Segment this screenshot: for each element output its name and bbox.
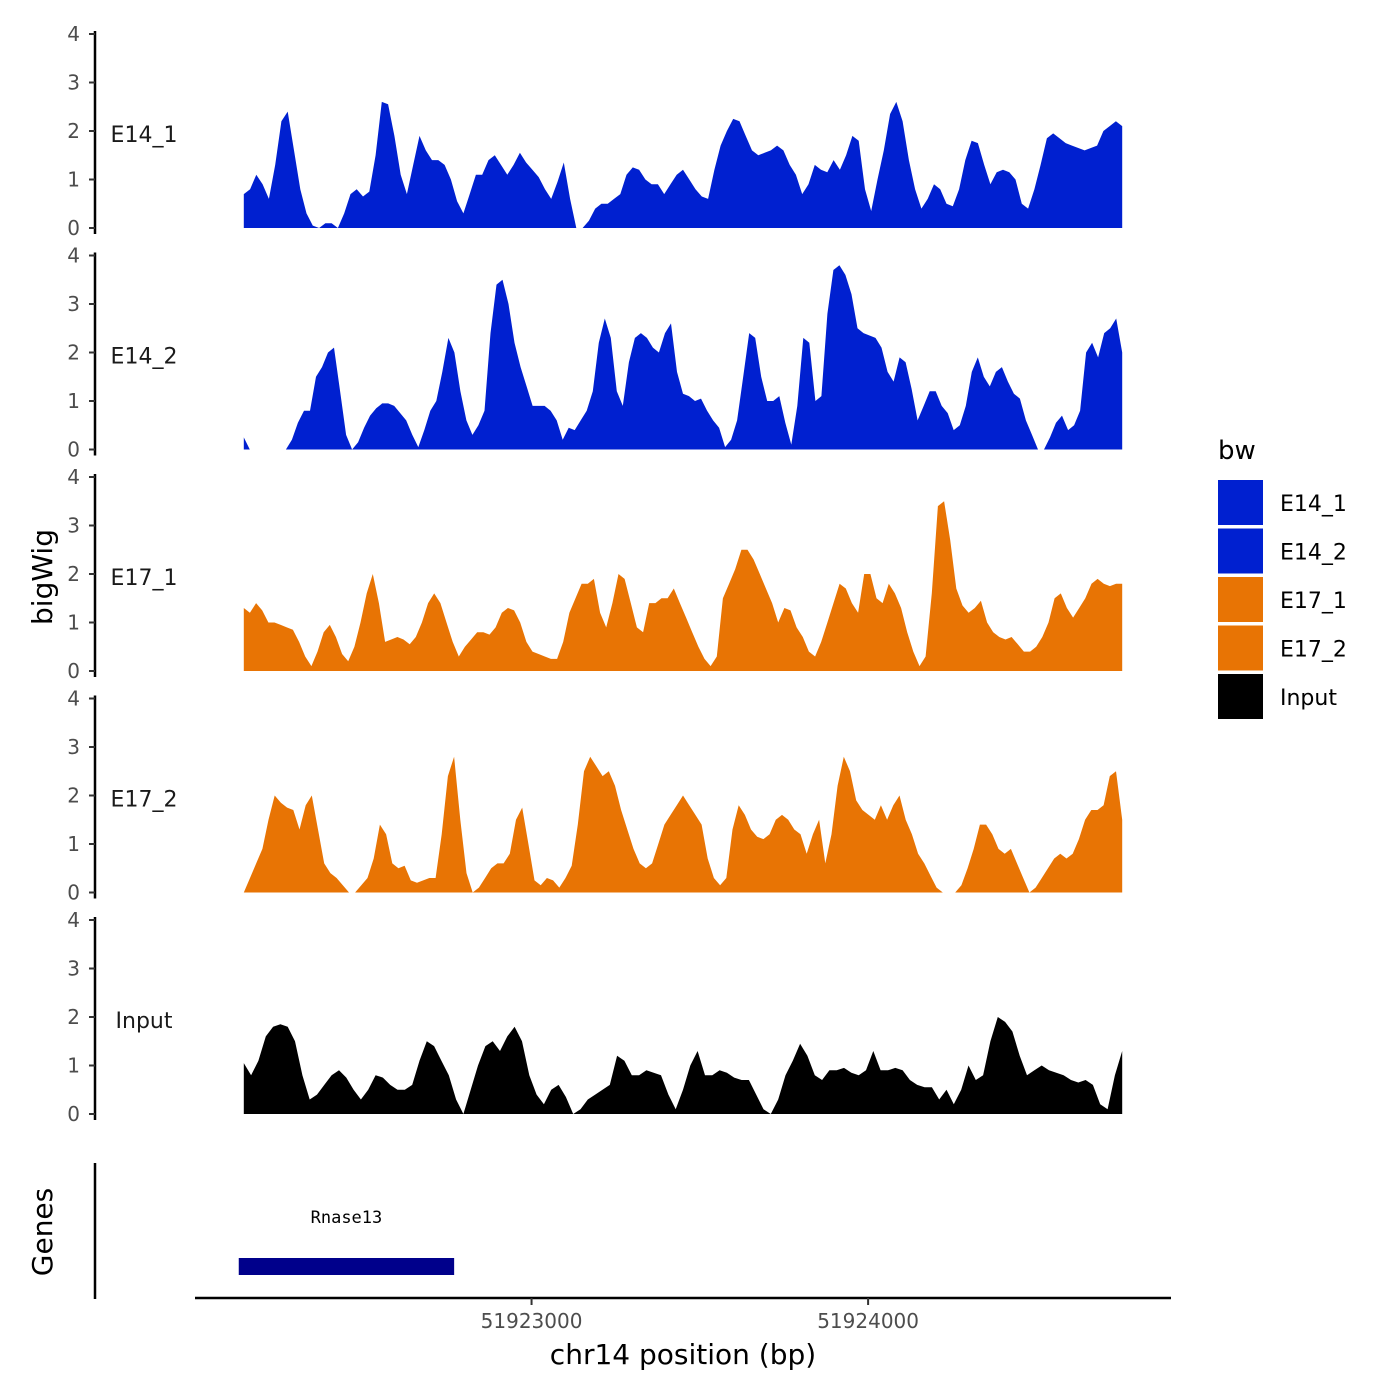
- track-E14_1: 0 1 2 3 4 E14_1: [67, 22, 1123, 240]
- y-tick-label: 0: [67, 1102, 80, 1126]
- x-axis: chr14 position (bp) 51923000 51924000: [195, 1296, 1171, 1371]
- y-tick-label: 3: [67, 735, 80, 759]
- x-tick-label: 51923000: [481, 1309, 583, 1333]
- legend-label: E14_1: [1280, 492, 1347, 517]
- signal-tracks: 0 1 2 3 4 E14_1 0 1 2 3 4 E14_2 0 1 2 3 4 E17_1 0 1 2 3 4 E17_2…: [67, 22, 1123, 1126]
- y-tick-label: 0: [67, 881, 80, 905]
- y-tick-label: 3: [67, 71, 80, 95]
- y-tick-label: 0: [67, 438, 80, 462]
- y-tick-label: 2: [67, 562, 80, 586]
- genes-axis-title: Genes: [26, 1188, 59, 1276]
- track-label: E14_2: [111, 345, 178, 370]
- track-E17_1: 0 1 2 3 4 E17_1: [67, 465, 1123, 683]
- y-tick-label: 0: [67, 659, 80, 683]
- signal-area-E17_2: [243, 756, 1123, 893]
- track-label: E17_1: [111, 566, 178, 591]
- legend-label: E14_2: [1280, 541, 1347, 566]
- y-tick-label: 4: [67, 22, 80, 46]
- track-label: Input: [116, 1009, 173, 1034]
- y-tick-label: 1: [67, 611, 80, 635]
- legend: bw E14_1 E14_2 E17_1 E17_2 Input: [1218, 436, 1347, 719]
- legend-swatch: [1218, 528, 1263, 574]
- y-tick-label: 1: [67, 389, 80, 413]
- x-tick-label: 51924000: [817, 1309, 919, 1333]
- legend-label: Input: [1280, 686, 1337, 711]
- signal-area-Input: [243, 1017, 1123, 1114]
- signal-area-E14_2: [243, 265, 1123, 450]
- legend-swatch: [1218, 674, 1263, 719]
- gene-label: Rnase13: [311, 1208, 383, 1228]
- legend-swatch: [1218, 577, 1263, 622]
- gene-body: [238, 1258, 455, 1275]
- y-tick-label: 4: [67, 244, 80, 268]
- legend-title: bw: [1218, 436, 1256, 466]
- track-label: E17_2: [111, 788, 178, 813]
- y-tick-label: 0: [67, 216, 80, 240]
- y-tick-label: 4: [67, 465, 80, 489]
- x-axis-title: chr14 position (bp): [550, 1338, 816, 1371]
- legend-swatch: [1218, 625, 1263, 671]
- gene-track: Genes Rnase13: [26, 1163, 455, 1299]
- legend-label: E17_2: [1280, 638, 1347, 663]
- y-tick-label: 4: [67, 687, 80, 711]
- track-E17_2: 0 1 2 3 4 E17_2: [67, 687, 1123, 905]
- y-tick-label: 2: [67, 1005, 80, 1029]
- y-tick-label: 2: [67, 119, 80, 143]
- track-Input: 0 1 2 3 4 Input: [67, 908, 1123, 1126]
- signal-area-E17_1: [243, 501, 1123, 671]
- y-tick-label: 1: [67, 832, 80, 856]
- y-tick-label: 2: [67, 341, 80, 365]
- legend-swatch: [1218, 480, 1263, 525]
- y-axis-title: bigWig: [26, 529, 59, 625]
- y-tick-label: 1: [67, 168, 80, 192]
- y-tick-label: 2: [67, 784, 80, 808]
- track-label: E14_1: [111, 123, 178, 148]
- track-E14_2: 0 1 2 3 4 E14_2: [67, 244, 1123, 462]
- y-tick-label: 3: [67, 514, 80, 538]
- y-tick-label: 3: [67, 292, 80, 316]
- y-tick-label: 1: [67, 1054, 80, 1078]
- legend-label: E17_1: [1280, 589, 1347, 614]
- y-tick-label: 4: [67, 908, 80, 932]
- signal-area-E14_1: [243, 101, 1123, 228]
- y-tick-label: 3: [67, 957, 80, 981]
